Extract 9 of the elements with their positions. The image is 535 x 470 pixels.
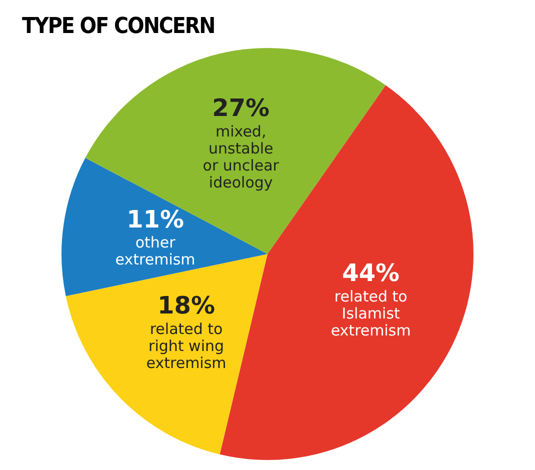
- slice-label: mixed, unstable or unclear ideology: [202, 122, 280, 192]
- chart-title: TYPE OF CONCERN: [21, 13, 216, 41]
- slice-label: other extremism: [115, 234, 196, 269]
- data-label: 27%: [212, 94, 270, 122]
- data-label: 44%: [342, 259, 400, 288]
- data-label: 18%: [158, 292, 215, 320]
- data-label: 11%: [126, 205, 184, 234]
- slice-label: related to Islamist extremism: [330, 287, 411, 340]
- slice-label: related to right wing extremism: [146, 320, 226, 372]
